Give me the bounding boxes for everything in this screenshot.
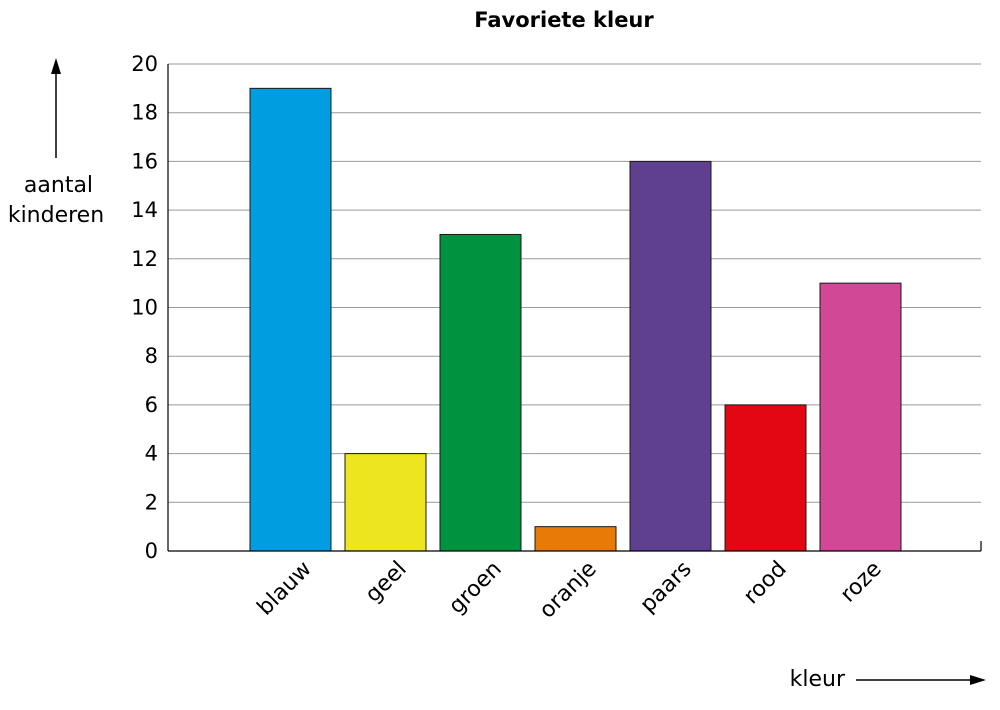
x-tick-label-blauw: blauw xyxy=(253,557,317,621)
y-tick-label: 8 xyxy=(145,344,158,368)
bar-rood xyxy=(724,404,807,552)
chart-title: Favoriete kleur xyxy=(474,8,654,32)
x-axis-label: kleur xyxy=(790,667,846,692)
x-tick-label-roze: roze xyxy=(836,557,887,608)
y-tick-label: 14 xyxy=(131,198,158,222)
y-tick-label: 2 xyxy=(145,490,158,514)
x-tick-label-groen: groen xyxy=(444,557,507,620)
x-tick-label-oranje: oranje xyxy=(535,557,602,624)
x-tick-label-geel: geel xyxy=(361,557,412,608)
bar-oranje xyxy=(534,526,617,552)
bar-geel xyxy=(344,453,427,552)
x-axis-arrowhead-icon xyxy=(970,675,986,685)
y-tick-label: 20 xyxy=(131,52,158,76)
bar-blauw xyxy=(249,87,332,552)
y-tick-label: 16 xyxy=(131,149,158,173)
y-tick-label: 0 xyxy=(145,539,158,563)
y-axis-label: aantal kinderen xyxy=(8,173,104,228)
bar-paars xyxy=(629,160,712,552)
y-tick-label: 10 xyxy=(131,296,158,320)
bar-roze xyxy=(819,282,902,552)
y-tick-label: 12 xyxy=(131,247,158,271)
y-axis-label-line-1: aantal xyxy=(24,173,93,198)
y-axis-arrowhead-icon xyxy=(51,58,61,74)
x-tick-labels: blauw geel groen oranje paars rood roze xyxy=(253,557,887,624)
y-tick-label: 4 xyxy=(145,442,158,466)
bar-groen xyxy=(439,233,522,552)
bars xyxy=(249,87,902,552)
y-axis-label-line-2: kinderen xyxy=(8,203,104,228)
y-tick-label: 18 xyxy=(131,101,158,125)
y-tick-labels: 0 2 4 6 8 10 12 14 16 18 20 xyxy=(131,52,158,563)
y-tick-label: 6 xyxy=(145,393,158,417)
x-tick-label-rood: rood xyxy=(739,557,792,610)
x-tick-label-paars: paars xyxy=(636,557,697,618)
